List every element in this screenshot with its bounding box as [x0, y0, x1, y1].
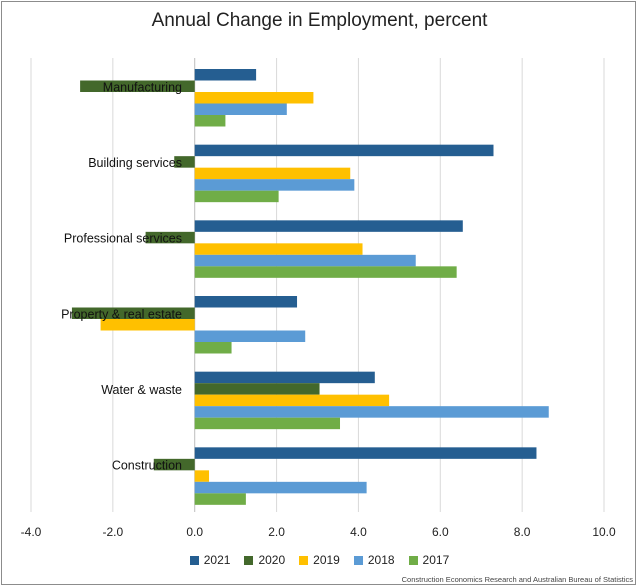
category-label-2: Professional services: [64, 232, 182, 246]
bar-2018-4: [194, 406, 549, 418]
legend-item-2017: 2017: [408, 553, 450, 567]
bar-2021-5: [194, 447, 537, 459]
x-tick-label-0: -4.0: [21, 525, 42, 539]
legend-label-2021: 2021: [203, 553, 231, 567]
x-tick-label-3: 2.0: [268, 525, 285, 539]
bar-2017-4: [194, 417, 341, 430]
bar-2018-5: [194, 481, 367, 494]
bar-2017-3: [194, 342, 232, 354]
legend-label-2019: 2019: [313, 553, 340, 567]
bar-2021-4: [194, 371, 375, 384]
chart-title: Annual Change in Employment, percent: [151, 10, 488, 31]
bar-2019-0: [194, 92, 314, 104]
bar-2019-1: [194, 167, 351, 180]
legend-item-2019: 2019: [299, 553, 340, 567]
x-tick-label-2: 0.0: [186, 525, 203, 539]
x-tick-label-7: 10.0: [592, 525, 616, 539]
bar-2020-4: [194, 383, 320, 395]
source-note: Construction Economics Research and Aust…: [401, 575, 633, 584]
category-label-1: Building services: [88, 156, 182, 170]
category-label-0: Manufacturing: [103, 80, 182, 94]
bar-2019-5: [194, 470, 210, 482]
bar-2021-2: [194, 220, 463, 232]
x-tick-label-1: -2.0: [103, 525, 124, 539]
legend-swatch-2017: [408, 555, 418, 565]
legend-label-2020: 2020: [258, 553, 286, 567]
bar-2020-0: [80, 80, 195, 92]
legend-item-2018: 2018: [353, 553, 395, 567]
legend-item-2020: 2020: [244, 553, 285, 567]
bar-2020-1: [174, 156, 195, 168]
bar-2019-3: [100, 319, 195, 331]
bar-2021-0: [194, 69, 257, 81]
bar-2018-3: [194, 330, 306, 342]
bar-2017-5: [194, 493, 246, 505]
x-tick-label-5: 6.0: [432, 525, 449, 539]
legend-swatch-2021: [189, 555, 199, 565]
bar-2017-0: [194, 115, 226, 127]
legend-swatch-2018: [353, 555, 363, 565]
legend-label-2018: 2018: [367, 553, 395, 567]
bar-2020-5: [153, 458, 195, 471]
legend: 2021 2020 2019 2018 2017: [0, 553, 639, 567]
bar-2019-2: [194, 243, 363, 255]
bar-2018-1: [194, 179, 355, 191]
legend-swatch-2019: [299, 555, 309, 565]
bar-2017-1: [194, 190, 279, 203]
legend-label-2017: 2017: [422, 553, 450, 567]
bar-2020-3: [71, 307, 195, 319]
x-tick-label-6: 8.0: [514, 525, 531, 539]
bar-2018-0: [194, 103, 287, 115]
category-label-4: Water & waste: [101, 383, 182, 397]
bar-2019-4: [194, 394, 390, 407]
category-label-3: Property & real estate: [61, 307, 182, 321]
bar-2021-1: [194, 144, 494, 157]
legend-item-2021: 2021: [189, 553, 231, 567]
x-tick-label-4: 4.0: [350, 525, 367, 539]
bar-2018-2: [194, 254, 416, 267]
bar-2021-3: [194, 296, 298, 308]
bar-2017-2: [194, 266, 457, 278]
category-label-5: Construction: [112, 459, 182, 473]
bar-2020-2: [145, 231, 195, 244]
legend-swatch-2020: [244, 555, 254, 565]
